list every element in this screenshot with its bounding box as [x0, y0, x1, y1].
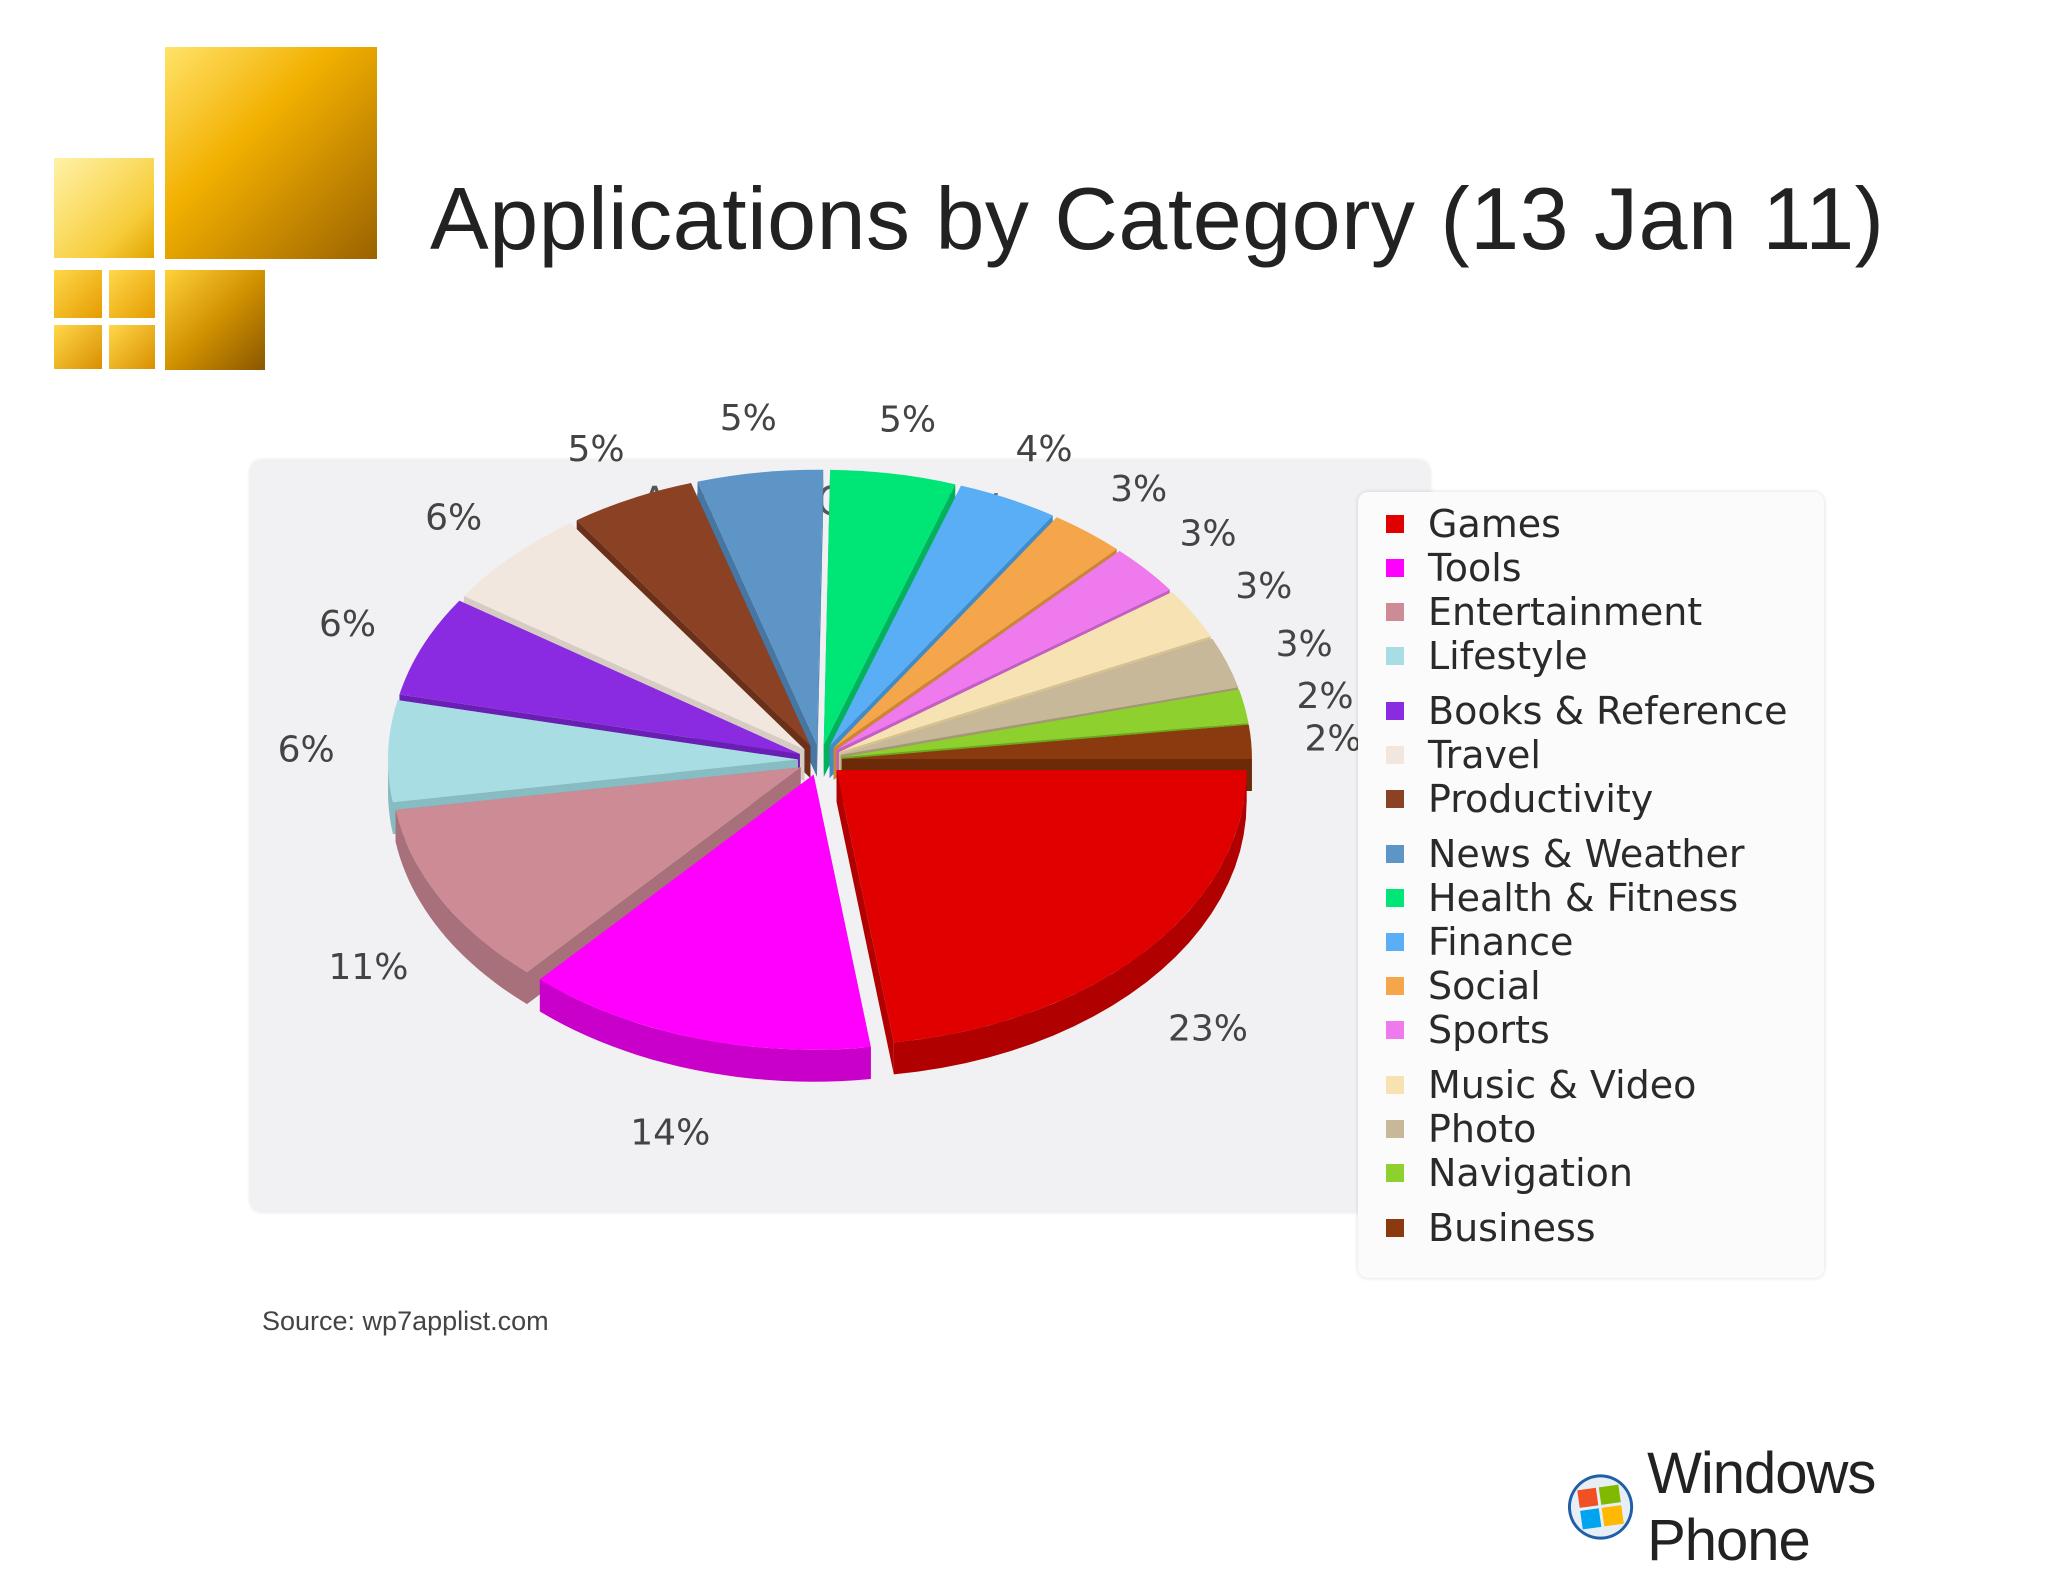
pie-slice-social — [833, 517, 1117, 748]
pie-slice-navigation — [841, 689, 1249, 758]
legend-label: Sports — [1428, 1008, 1550, 1052]
legend-item-entertainment: Entertainment — [1386, 590, 1702, 634]
legend-item-sports: Sports — [1386, 1008, 1550, 1052]
legend-label: Entertainment — [1428, 590, 1703, 634]
pie-slice-books-and-reference — [399, 600, 800, 754]
pie-slice-finance — [829, 485, 1053, 747]
pie-slice-travel — [463, 523, 805, 750]
legend-item-travel: Travel — [1386, 733, 1541, 777]
legend-swatch — [1386, 1120, 1404, 1138]
pie-slice-side-games — [893, 770, 1247, 1075]
legend-label: Photo — [1428, 1107, 1537, 1151]
legend-swatch — [1386, 746, 1404, 764]
pie-label-social: 3% — [1110, 469, 1167, 510]
pie-slice-news-and-weather — [697, 469, 824, 745]
pie-slice-side-lifestyle — [388, 759, 393, 835]
legend-label: Business — [1428, 1206, 1596, 1250]
legend-swatch — [1386, 845, 1404, 863]
legend-label: Productivity — [1428, 777, 1654, 821]
source-note: Source: wp7applist.com — [262, 1306, 549, 1336]
pie-label-health-and-fitness: 5% — [879, 400, 936, 441]
chart-legend: Games Tools Entertainment Lifestyle Books & … — [1358, 492, 1824, 1278]
gold-squares-logo-icon — [0, 0, 400, 400]
legend-label: Social — [1428, 964, 1541, 1008]
pie-label-books-and-reference: 6% — [319, 604, 376, 645]
pie-label-news-and-weather: 5% — [720, 398, 777, 439]
pie-label-sports: 3% — [1179, 513, 1236, 554]
pie-label-navigation: 2% — [1297, 676, 1354, 717]
pie-label-finance: 4% — [1015, 429, 1072, 470]
pie-label-games: 23% — [1168, 1009, 1248, 1050]
pie-slice-lifestyle — [388, 700, 799, 803]
pie-slice-health-and-fitness — [823, 469, 956, 745]
pie-slice-wall-news-and-weather — [816, 469, 824, 777]
legend-label: Tools — [1428, 546, 1522, 590]
legend-item-games: Games — [1386, 502, 1561, 546]
legend-label: Travel — [1428, 733, 1541, 777]
legend-item-lifestyle: Lifestyle — [1386, 634, 1588, 678]
pie-slice-side-tools — [539, 979, 871, 1082]
pie-slice-side-entertainment — [395, 809, 527, 1005]
pie-slice-entertainment — [395, 767, 801, 973]
pie-label-tools: 14% — [630, 1112, 710, 1153]
legend-swatch — [1386, 1076, 1404, 1094]
legend-label: News & Weather — [1428, 832, 1745, 876]
legend-label: Navigation — [1428, 1151, 1633, 1195]
legend-item-social: Social — [1386, 964, 1541, 1008]
legend-label: Health & Fitness — [1428, 876, 1739, 920]
legend-item-news-and-weather: News & Weather — [1386, 832, 1744, 876]
legend-swatch — [1386, 977, 1404, 995]
legend-swatch — [1386, 559, 1404, 577]
pie-slice-business — [841, 724, 1252, 760]
legend-item-business: Business — [1386, 1206, 1596, 1250]
windows-phone-logo: Windows Phone — [1566, 1440, 2048, 1574]
pie-label-travel: 6% — [425, 498, 482, 539]
pie-slice-photo — [840, 638, 1239, 755]
legend-swatch — [1386, 933, 1404, 951]
legend-label: Lifestyle — [1428, 634, 1588, 678]
legend-swatch — [1386, 515, 1404, 533]
legend-item-books-and-reference: Books & Reference — [1386, 689, 1788, 733]
legend-swatch — [1386, 1021, 1404, 1039]
pie-slice-games — [836, 770, 1247, 1043]
legend-swatch — [1386, 702, 1404, 720]
pie-label-photo: 3% — [1276, 624, 1333, 665]
legend-swatch — [1386, 647, 1404, 665]
legend-label: Books & Reference — [1428, 689, 1788, 733]
legend-item-health-and-fitness: Health & Fitness — [1386, 876, 1738, 920]
legend-item-navigation: Navigation — [1386, 1151, 1633, 1195]
legend-swatch — [1386, 889, 1404, 907]
pie-slice-tools — [539, 774, 871, 1050]
pie-label-business: 2% — [1304, 719, 1361, 760]
legend-item-tools: Tools — [1386, 546, 1522, 590]
windows-flag-icon — [1567, 1474, 1634, 1540]
legend-swatch — [1386, 603, 1404, 621]
legend-item-music-and-video: Music & Video — [1386, 1063, 1696, 1107]
legend-label: Games — [1428, 502, 1561, 546]
legend-label: Finance — [1428, 920, 1574, 964]
legend-item-productivity: Productivity — [1386, 777, 1653, 821]
pie-label-entertainment: 11% — [328, 947, 408, 988]
pie-slice-wall-games — [836, 770, 894, 1075]
brand-name: Windows Phone — [1647, 1441, 1876, 1573]
pie-label-lifestyle: 6% — [278, 729, 335, 770]
pie-label-music-and-video: 3% — [1235, 566, 1292, 607]
legend-swatch — [1386, 1164, 1404, 1182]
pie-slice-productivity — [576, 483, 811, 747]
pie-slice-sports — [836, 550, 1170, 750]
legend-item-photo: Photo — [1386, 1107, 1536, 1151]
legend-swatch — [1386, 790, 1404, 808]
legend-swatch — [1386, 1219, 1404, 1237]
pie-chart: Apps By Category 23%14%11%6%6%6%5%5%5%4%… — [278, 398, 1362, 1153]
page-title: Applications by Category (13 Jan 11) — [430, 169, 1885, 268]
legend-item-finance: Finance — [1386, 920, 1573, 964]
pie-slice-music-and-video — [838, 591, 1211, 753]
pie-label-productivity: 5% — [567, 429, 624, 470]
legend-label: Music & Video — [1428, 1063, 1697, 1107]
